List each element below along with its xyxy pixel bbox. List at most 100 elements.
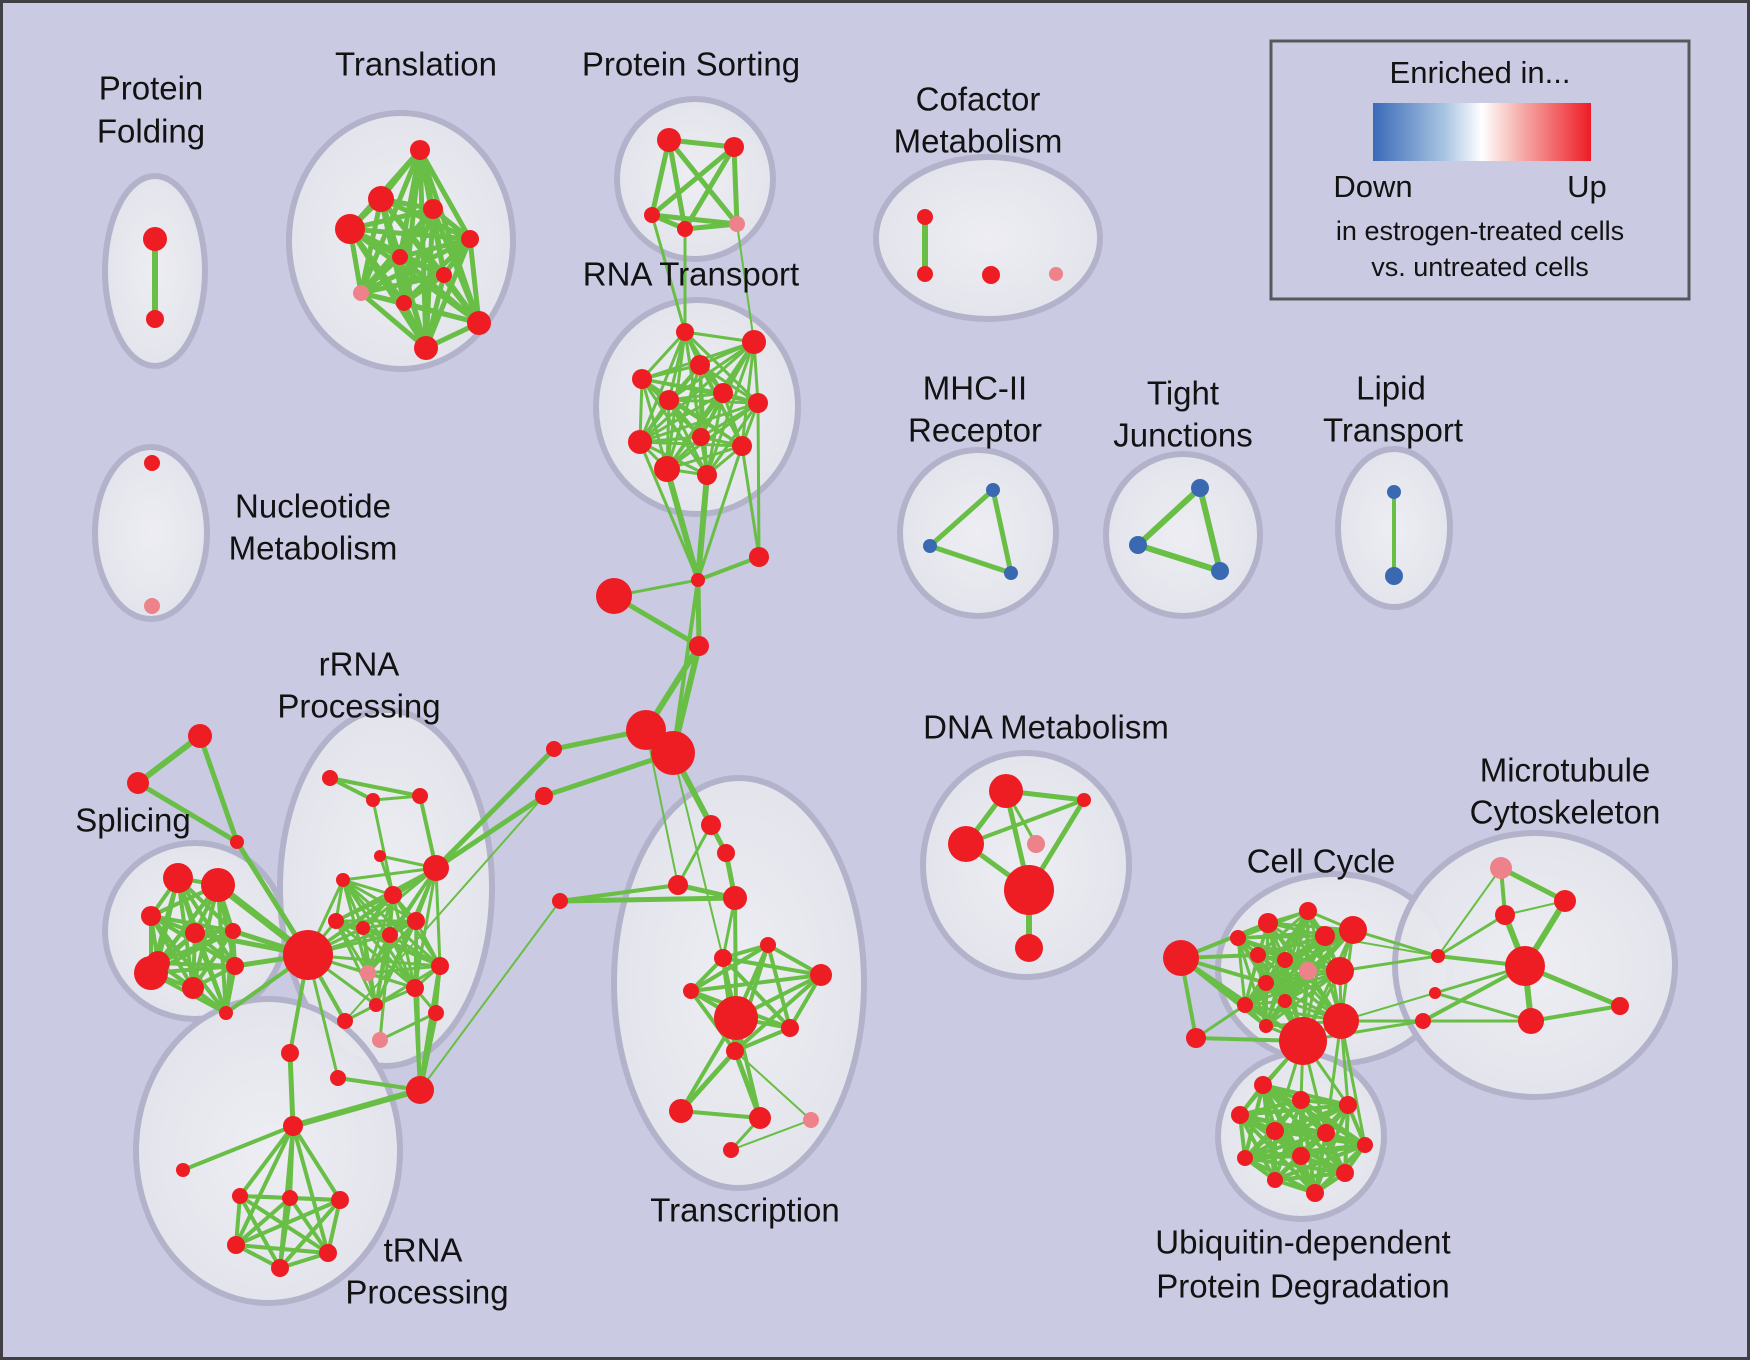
network-node-ps1-red xyxy=(657,128,681,152)
network-edge xyxy=(649,212,740,227)
network-node-cc5-red xyxy=(1315,926,1335,946)
network-edge xyxy=(638,401,760,444)
network-edge xyxy=(358,254,403,296)
network-edge xyxy=(135,733,203,786)
network-node-rr11-red xyxy=(382,927,398,943)
network-edge xyxy=(666,137,688,232)
network-edge xyxy=(1236,936,1310,973)
network-node-cc11-red xyxy=(1258,975,1274,991)
network-canvas: Protein Folding Translation Protein Sorting… xyxy=(75,39,1691,1311)
network-node-rr17-red xyxy=(428,1005,444,1021)
network-edge xyxy=(278,1198,342,1270)
network-node-tph-red xyxy=(283,1116,303,1136)
network-node-tp3-red xyxy=(282,1190,298,1206)
network-node-dm3-red xyxy=(948,826,984,862)
network-edge xyxy=(181,1124,295,1172)
cluster-label-rrna-processing-line2: Processing xyxy=(277,688,440,725)
network-node-ub3-red xyxy=(1339,1096,1357,1114)
network-edge xyxy=(734,1050,812,1121)
network-edge xyxy=(689,943,770,993)
network-edge xyxy=(419,900,561,1091)
network-node-rr18-pink xyxy=(372,1032,388,1048)
cluster-label-cell-cycle: Cell Cycle xyxy=(1247,843,1396,880)
network-edge xyxy=(696,555,761,582)
network-node-ub7-red xyxy=(1357,1137,1373,1153)
network-node-tr6-red xyxy=(392,249,408,265)
network-node-cc14-red xyxy=(1259,1019,1273,1033)
network-node-tc2-red xyxy=(717,844,735,862)
network-edge xyxy=(740,340,756,448)
network-node-dm5-red xyxy=(1004,865,1054,915)
network-node-tr9-red xyxy=(396,295,412,311)
network-node-rt10-red xyxy=(732,436,752,456)
network-node-ub9-red xyxy=(1292,1147,1310,1165)
network-node-cc15-red xyxy=(1279,1017,1327,1065)
network-node-cn3-red xyxy=(596,578,632,614)
network-node-cc17-red xyxy=(1230,930,1246,946)
network-node-tc13-red xyxy=(669,1099,693,1123)
network-edge xyxy=(1529,1004,1622,1023)
network-edge xyxy=(649,137,672,218)
network-node-rt12-red xyxy=(697,465,717,485)
network-node-tj3-blue xyxy=(1211,562,1229,580)
network-edge xyxy=(1338,954,1440,973)
network-node-sp3-red xyxy=(141,906,161,926)
legend: Enriched in... Down Up in estrogen-treat… xyxy=(1269,39,1691,301)
legend-caption-line2: vs. untreated cells xyxy=(1371,252,1589,282)
network-edge xyxy=(1243,1131,1328,1160)
network-node-rr16-red xyxy=(431,957,449,975)
cluster-label-protein-sorting: Protein Sorting xyxy=(582,46,800,83)
network-node-ps2-red xyxy=(724,137,744,157)
network-edge xyxy=(288,1196,330,1255)
cluster-label-tight-junctions-line1: Tight xyxy=(1147,375,1219,412)
network-node-rt5-red xyxy=(713,383,733,403)
legend-caption-line1: in estrogen-treated cells xyxy=(1336,216,1624,246)
network-edge xyxy=(197,733,240,845)
cluster-ellipse-mhc-ii-receptor xyxy=(897,447,1059,619)
cluster-label-rrna-processing-line1: rRNA xyxy=(319,646,400,683)
network-node-tp7-red xyxy=(271,1259,289,1277)
cluster-label-cofactor-metabolism-line1: Cofactor xyxy=(916,81,1041,118)
network-edge xyxy=(676,823,713,887)
network-node-tr10-red xyxy=(467,311,491,335)
network-edge xyxy=(1299,1143,1367,1158)
network-edge xyxy=(291,1124,330,1255)
network-node-dm4-pink xyxy=(1027,835,1045,853)
network-edge xyxy=(679,1109,762,1120)
network-node-rr12-pink xyxy=(360,965,376,981)
legend-box xyxy=(1269,39,1691,301)
cluster-label-nucleotide-metabolism-line2: Metabolism xyxy=(229,530,398,567)
network-node-lt2-blue xyxy=(1385,567,1403,585)
network-node-nm1-red xyxy=(144,455,160,471)
network-node-spt3-red xyxy=(230,835,244,849)
network-edge xyxy=(433,793,547,871)
network-node-cm2-red xyxy=(1429,987,1441,999)
network-edge xyxy=(672,752,724,959)
cluster-label-cofactor-metabolism-line2: Metabolism xyxy=(894,123,1063,160)
network-node-sp8-red xyxy=(182,977,204,999)
cluster-ellipse-tight-junctions xyxy=(1103,451,1263,619)
network-edge xyxy=(401,272,447,306)
network-node-ps5-pink xyxy=(729,216,745,232)
network-edge xyxy=(366,919,418,975)
network-node-tj2-blue xyxy=(1129,536,1147,554)
network-edge xyxy=(361,926,417,990)
legend-title: Enriched in... xyxy=(1390,55,1571,90)
network-node-ub8-red xyxy=(1237,1150,1253,1166)
network-node-cc7-red xyxy=(1250,947,1266,963)
network-node-cn8-red xyxy=(535,787,553,805)
network-node-tr4-red xyxy=(335,214,365,244)
network-node-cc8-red xyxy=(1277,952,1293,968)
network-node-rt3-red xyxy=(690,355,710,375)
cluster-ellipse-nucleotide-metabolism xyxy=(92,444,210,622)
network-edge xyxy=(1436,913,1507,958)
network-edge xyxy=(736,223,755,343)
network-node-mt6-red xyxy=(1518,1008,1544,1034)
network-node-ub1-red xyxy=(1254,1076,1272,1094)
cluster-labels-layer: Protein Folding Translation Protein Sorting… xyxy=(75,46,1660,1311)
cluster-label-transcription: Transcription xyxy=(650,1192,840,1229)
cluster-label-mhc-ii-receptor-line1: MHC-II xyxy=(923,370,1027,407)
network-node-cc1-red xyxy=(1163,940,1199,976)
network-node-rrh-red xyxy=(283,930,333,980)
network-node-pf1-red xyxy=(143,227,167,251)
